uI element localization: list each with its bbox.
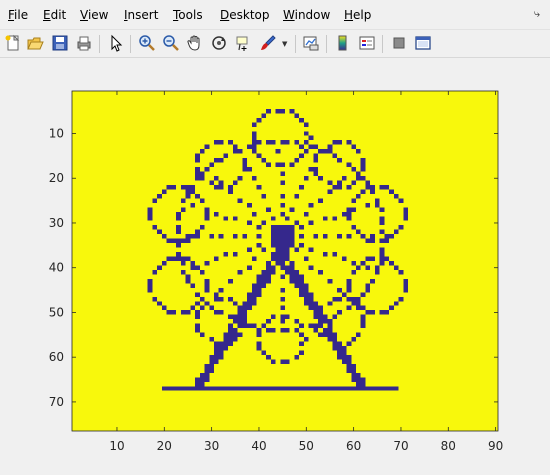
figure-canvas: 10 20 30 40 50 60 70 10 20 30 40 50 60 70 80 90	[0, 58, 550, 475]
hide-plot-tools-icon[interactable]	[389, 33, 409, 53]
menu-desktop[interactable]: Desktop	[218, 8, 272, 22]
y-tick-label: 30	[49, 216, 64, 230]
menu-file-mnemonic: F	[8, 8, 15, 22]
menu-view[interactable]: View	[78, 8, 110, 22]
brush-dropdown-icon[interactable]: ▼	[282, 40, 288, 48]
toolbar-separator	[99, 35, 100, 53]
menu-insert[interactable]: Insert	[122, 8, 160, 22]
menu-window[interactable]: Window	[281, 8, 332, 22]
open-file-icon[interactable]	[25, 33, 45, 53]
figure-toolbar: ▼	[0, 30, 550, 58]
menu-insert-label: nsert	[127, 8, 159, 22]
x-tick-label: 20	[157, 439, 172, 453]
zoom-in-icon[interactable]	[137, 33, 157, 53]
menu-help-label: elp	[353, 8, 372, 22]
y-tick-label: 50	[49, 305, 64, 319]
menu-insert-mnemonic: I	[124, 8, 128, 22]
data-cursor-icon[interactable]	[233, 33, 253, 53]
save-icon[interactable]	[50, 33, 70, 53]
zoom-out-icon[interactable]	[161, 33, 181, 53]
link-plot-icon[interactable]	[301, 33, 321, 53]
axes-box	[71, 90, 499, 432]
menu-window-label: indow	[294, 8, 331, 22]
toolbar-separator	[382, 35, 383, 53]
y-tick-label: 20	[49, 171, 64, 185]
menu-bar: ⤷ File Edit View Insert Tools Desktop Window He…	[0, 0, 550, 30]
menu-edit-label: dit	[50, 8, 67, 22]
brush-icon[interactable]	[258, 33, 278, 53]
legend-icon[interactable]	[357, 33, 377, 53]
menu-edit[interactable]: Edit	[41, 8, 68, 22]
print-icon[interactable]	[74, 33, 94, 53]
menu-edit-mnemonic: E	[43, 8, 51, 22]
menu-tools-mnemonic: T	[173, 8, 179, 22]
pan-hand-icon[interactable]	[185, 33, 205, 53]
toolbar-separator	[130, 35, 131, 53]
y-tick-label: 10	[49, 127, 64, 141]
x-tick-label: 70	[393, 439, 408, 453]
dock-arrow-icon[interactable]: ⤷	[533, 7, 540, 20]
y-tick-label: 40	[49, 261, 64, 275]
ferris-wheel-pixels	[147, 108, 409, 391]
y-tick-label: 70	[49, 395, 64, 409]
rotate-3d-icon[interactable]	[209, 33, 229, 53]
x-tick-label: 40	[251, 439, 266, 453]
menu-tools-label: ools	[178, 8, 203, 22]
menu-file-label: ile	[14, 8, 29, 22]
menu-help-mnemonic: H	[344, 8, 354, 22]
toolbar-separator	[295, 35, 296, 53]
image-plot[interactable]: 10 20 30 40 50 60 70 10 20 30 40 50 60 70 80 90	[0, 58, 550, 475]
menu-view-label: iew	[87, 8, 109, 22]
pointer-icon[interactable]	[106, 33, 126, 53]
menu-help[interactable]: Help	[342, 8, 373, 22]
x-tick-label: 80	[441, 439, 456, 453]
x-tick-label: 60	[346, 439, 361, 453]
menu-tools[interactable]: Tools	[171, 8, 205, 22]
menu-file[interactable]: File	[6, 8, 30, 22]
x-tick-label: 50	[299, 439, 314, 453]
new-figure-icon[interactable]	[3, 33, 23, 53]
menu-window-mnemonic: W	[283, 8, 295, 22]
x-tick-label: 10	[109, 439, 124, 453]
show-plot-tools-icon[interactable]	[413, 33, 433, 53]
y-tick-label: 60	[49, 350, 64, 364]
colorbar-icon[interactable]	[333, 33, 353, 53]
menu-view-mnemonic: V	[80, 8, 88, 22]
x-tick-label: 30	[204, 439, 219, 453]
x-tick-label: 90	[488, 439, 503, 453]
menu-desktop-label: esktop	[229, 8, 270, 22]
menu-desktop-mnemonic: D	[220, 8, 230, 22]
toolbar-separator	[326, 35, 327, 53]
